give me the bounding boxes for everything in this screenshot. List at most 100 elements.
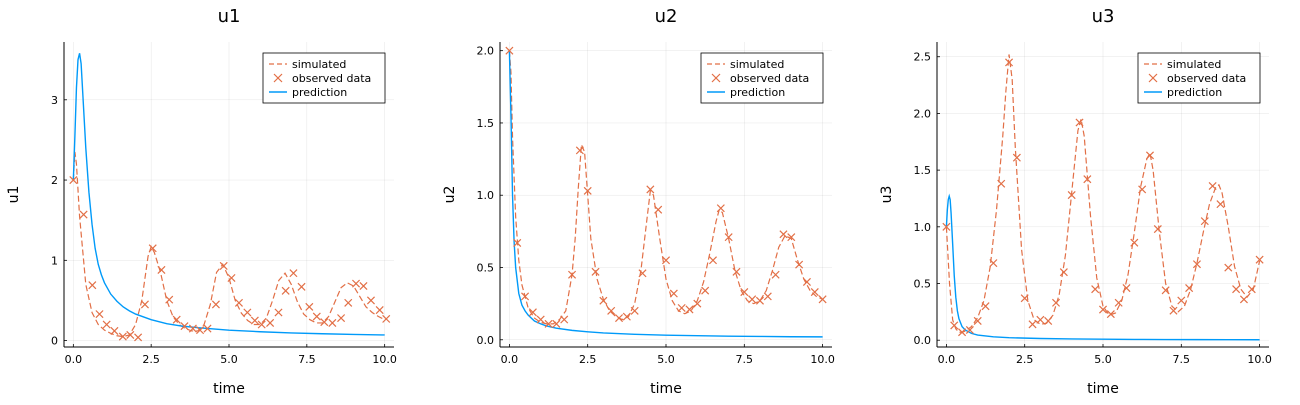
observed-data-point xyxy=(118,332,127,341)
y-tick-label: 1.0 xyxy=(914,221,932,234)
observed-marker-stroke xyxy=(110,326,119,335)
y-tick-label: 3 xyxy=(51,94,58,107)
observed-marker-stroke xyxy=(1185,284,1194,293)
observed-data-point xyxy=(1028,320,1037,329)
y-tick-label: 0.0 xyxy=(914,334,932,347)
observed-data-point xyxy=(795,260,804,269)
legend-swatch-observed xyxy=(711,73,721,83)
observed-marker-stroke xyxy=(748,295,757,304)
observed-data-point xyxy=(172,315,181,324)
series-prediction-line xyxy=(945,193,1260,341)
observed-data-point xyxy=(787,233,796,242)
observed-marker-stroke xyxy=(344,298,353,307)
observed-marker-stroke xyxy=(165,295,174,304)
observed-marker-stroke xyxy=(1255,255,1264,264)
observed-data-point xyxy=(1106,310,1115,319)
observed-marker-stroke xyxy=(274,308,283,317)
observed-marker-stroke xyxy=(1169,306,1178,315)
observed-data-point xyxy=(1067,191,1076,200)
y-tick-label: 2.0 xyxy=(914,107,932,120)
observed-marker-stroke xyxy=(69,176,78,185)
chart-title: u3 xyxy=(1092,6,1115,27)
observed-marker-stroke xyxy=(677,303,686,312)
observed-data-point xyxy=(1161,286,1170,295)
x-tick-label: 2.5 xyxy=(142,353,160,366)
observed-data-point xyxy=(763,292,772,301)
observed-data-point xyxy=(755,296,764,305)
observed-marker-stroke xyxy=(1208,181,1217,191)
observed-data-point xyxy=(716,204,725,213)
observed-marker-stroke xyxy=(1028,320,1037,329)
observed-marker-stroke xyxy=(622,312,631,321)
x-tick-label: 7.5 xyxy=(298,353,316,366)
observed-marker-stroke xyxy=(366,296,375,305)
observed-marker-stroke xyxy=(1122,284,1131,293)
observed-data-point xyxy=(505,46,514,55)
observed-marker-stroke xyxy=(102,320,111,329)
observed-data-point xyxy=(1075,118,1084,127)
observed-data-point xyxy=(536,315,545,324)
observed-data-point xyxy=(1130,238,1139,247)
observed-marker-stroke xyxy=(88,281,97,290)
legend-label: prediction xyxy=(1167,86,1222,99)
observed-marker-stroke xyxy=(140,300,149,309)
y-tick-label: 0 xyxy=(51,335,58,348)
legend-label: prediction xyxy=(730,86,785,99)
observed-marker-stroke xyxy=(359,281,368,291)
observed-data-point xyxy=(1247,285,1256,294)
observed-marker-stroke xyxy=(591,267,600,276)
observed-data-point xyxy=(568,270,577,279)
observed-marker-stroke xyxy=(134,333,143,342)
observed-marker-stroke xyxy=(599,296,608,305)
observed-data-point xyxy=(95,310,104,319)
x-tick-label: 0.0 xyxy=(501,353,519,366)
observed-data-point xyxy=(1232,285,1241,294)
observed-data-point xyxy=(79,210,88,219)
series-simulated-line xyxy=(945,54,1261,333)
observed-marker-stroke xyxy=(740,288,749,297)
observed-data-point xyxy=(685,305,694,314)
observed-marker-stroke xyxy=(779,230,788,239)
y-axis-label: u3 xyxy=(879,186,895,204)
observed-marker-stroke xyxy=(312,312,321,321)
observed-data-point xyxy=(165,295,174,304)
observed-marker-stroke xyxy=(997,179,1006,188)
observed-data-point xyxy=(701,286,710,295)
observed-marker-stroke xyxy=(337,314,346,323)
observed-marker-stroke xyxy=(685,305,694,314)
observed-data-point xyxy=(942,222,951,231)
observed-marker-stroke xyxy=(79,210,88,219)
observed-data-point xyxy=(1122,284,1131,293)
observed-data-point xyxy=(1091,285,1100,294)
observed-data-point xyxy=(622,312,631,321)
legend-label: simulated xyxy=(730,58,784,71)
observed-data-point xyxy=(140,300,149,309)
legend-swatch-observed xyxy=(273,73,283,83)
observed-data-point xyxy=(1216,200,1225,209)
observed-marker-stroke xyxy=(528,308,537,317)
observed-data-point xyxy=(375,306,384,315)
x-tick-label: 5.0 xyxy=(220,353,238,366)
observed-data-point xyxy=(1255,255,1264,264)
observed-data-point xyxy=(614,314,624,323)
observed-data-point xyxy=(677,303,686,312)
observed-marker-stroke xyxy=(1232,285,1241,294)
y-axis-label: u2 xyxy=(442,186,458,204)
series-simulated-line xyxy=(508,50,823,325)
observed-marker-stroke xyxy=(188,324,197,333)
observed-marker-stroke xyxy=(157,265,166,274)
observed-marker-stroke xyxy=(1114,298,1123,307)
observed-data-point xyxy=(1036,315,1045,324)
observed-data-point xyxy=(366,296,375,305)
observed-data-point xyxy=(157,265,166,274)
observed-marker-stroke xyxy=(351,279,361,288)
observed-data-point xyxy=(382,314,391,323)
observed-marker-stroke xyxy=(989,259,998,268)
observed-marker-stroke xyxy=(1005,58,1014,67)
observed-data-point xyxy=(1153,225,1162,234)
observed-marker-stroke xyxy=(614,314,624,323)
observed-marker-stroke xyxy=(708,256,718,265)
